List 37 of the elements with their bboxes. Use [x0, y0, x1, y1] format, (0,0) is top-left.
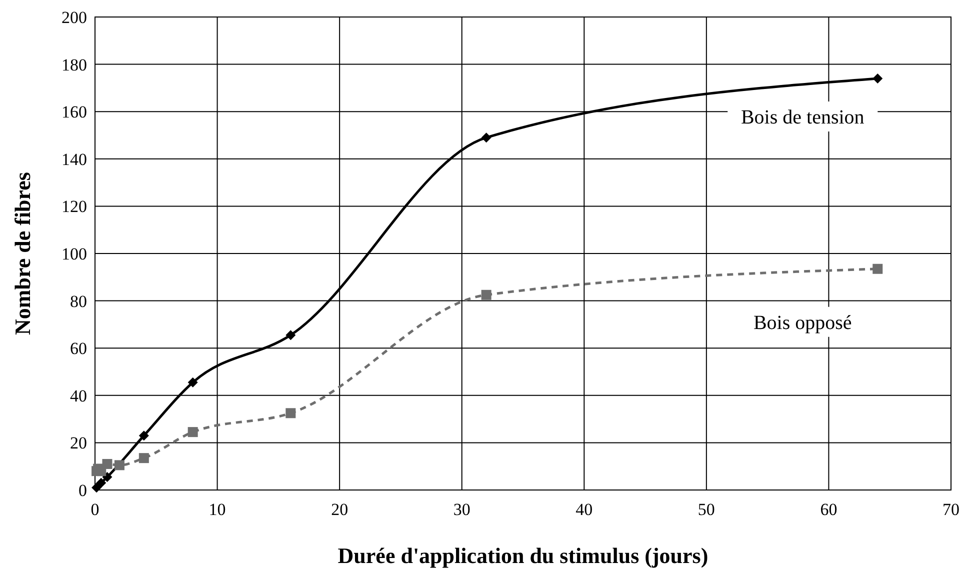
x-tick-label: 20	[331, 500, 348, 519]
y-tick-label: 40	[70, 386, 87, 406]
point	[188, 377, 198, 388]
y-tick-label: 120	[62, 197, 87, 216]
point	[481, 132, 492, 143]
y-tick-label: 60	[70, 339, 87, 358]
series-label: Bois opposé	[753, 312, 852, 334]
point	[872, 264, 883, 274]
y-tick-label: 0	[78, 481, 87, 500]
point	[286, 408, 296, 418]
y-tick-label: 20	[70, 434, 87, 453]
point	[96, 478, 106, 488]
x-axis-title: Durée d'application du stimulus (jours)	[338, 543, 708, 568]
point	[481, 290, 492, 300]
point	[114, 460, 124, 470]
x-tick-label: 0	[90, 500, 100, 519]
y-tick-label: 100	[62, 244, 87, 264]
point	[286, 330, 296, 340]
x-tick-label: 10	[208, 500, 226, 519]
x-tick-label: 70	[942, 500, 960, 519]
y-tick-label: 200	[62, 8, 87, 27]
y-tick-label: 180	[62, 55, 87, 74]
series-label: Bois de tension	[740, 106, 864, 128]
y-tick-label: 160	[62, 102, 87, 122]
point	[138, 453, 149, 464]
point	[138, 430, 149, 441]
y-tick-label: 140	[62, 150, 87, 169]
point	[92, 482, 102, 493]
x-tick-label: 30	[453, 500, 470, 519]
y-tick-label: 80	[70, 292, 87, 311]
point	[102, 458, 112, 469]
point	[188, 427, 198, 438]
x-tick-label: 60	[820, 500, 838, 519]
point	[872, 73, 883, 84]
y-axis-title: Nombre de fibres	[10, 172, 35, 335]
x-tick-label: 40	[576, 500, 593, 519]
x-tick-label: 50	[698, 500, 715, 519]
